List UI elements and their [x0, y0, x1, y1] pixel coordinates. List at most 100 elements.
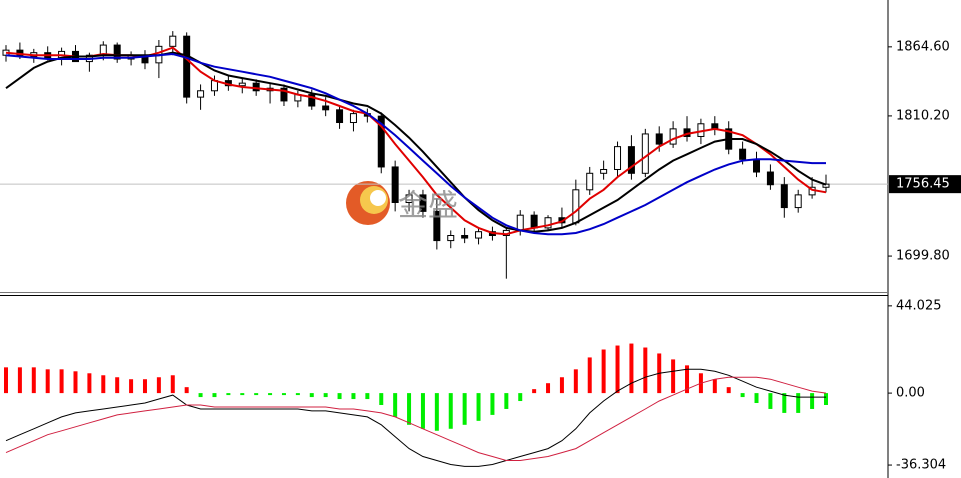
macd-bar — [59, 369, 64, 394]
watermark-text: 金盛 — [398, 189, 458, 224]
macd-bar — [532, 389, 537, 394]
candle-body — [544, 217, 552, 229]
macd-bar — [309, 393, 314, 398]
macd-bar — [156, 377, 161, 394]
macd-bar — [587, 357, 592, 394]
macd-bar — [4, 367, 8, 394]
macd-bar — [712, 379, 717, 394]
candle-body — [280, 87, 288, 102]
candle-body — [655, 133, 663, 145]
macd-bar — [754, 393, 759, 404]
macd-bar — [740, 393, 745, 398]
candle-body — [641, 133, 649, 174]
candle-body — [530, 214, 538, 229]
macd-bar — [31, 367, 36, 394]
macd-bar — [615, 345, 620, 394]
macd-bar — [268, 393, 273, 396]
candle-body — [794, 194, 802, 209]
macd-bar — [170, 375, 175, 394]
macd-bar — [254, 393, 259, 396]
candle-body — [238, 82, 246, 87]
candle-body — [336, 109, 344, 124]
macd-bar — [101, 375, 106, 394]
macd-bar — [726, 387, 731, 394]
candle-body — [461, 235, 469, 239]
candle-body — [475, 231, 483, 239]
candle-body — [586, 172, 594, 191]
macd-bar — [518, 393, 523, 402]
watermark-logo — [346, 181, 390, 225]
candle-body — [113, 44, 121, 60]
macd-bar — [796, 393, 801, 413]
macd-bar — [212, 393, 217, 398]
macd-bar — [142, 379, 147, 394]
macd-bar — [824, 393, 828, 405]
macd-bar — [573, 369, 578, 394]
last-price-label: 1756.45 — [896, 177, 950, 192]
macd-bar — [559, 377, 564, 394]
macd-bar — [379, 393, 384, 405]
candle-body — [516, 214, 524, 231]
macd-bar — [295, 393, 300, 396]
macd-bar — [629, 343, 634, 394]
candle-body — [322, 105, 330, 111]
macd-bar — [434, 393, 439, 431]
candle-body — [627, 146, 635, 174]
candle-body — [753, 158, 761, 173]
candle-body — [766, 171, 774, 186]
indicator-line — [5, 376, 827, 461]
candle-body — [391, 166, 399, 203]
macd-bar — [671, 359, 676, 394]
y-tick-label: 1864.60 — [896, 39, 950, 54]
candle-body — [780, 184, 788, 209]
macd-bar — [281, 393, 286, 396]
macd-bar — [87, 373, 92, 394]
candle-body — [183, 35, 191, 98]
macd-bar — [337, 393, 342, 400]
macd-bar — [476, 393, 481, 421]
candle-body — [669, 128, 677, 145]
candle-body — [405, 194, 413, 203]
macd-bar — [685, 365, 690, 394]
macd-bar — [448, 393, 453, 429]
macd-bar — [810, 393, 815, 409]
macd-bar — [198, 393, 203, 398]
macd-bar — [240, 393, 245, 396]
macd-bar — [226, 393, 231, 396]
macd-bar — [323, 393, 328, 398]
macd-bar — [462, 393, 467, 425]
macd-bar — [393, 393, 398, 417]
y-tick-label: 1810.20 — [896, 108, 950, 123]
macd-bar — [546, 383, 551, 394]
y-tick-label: 1699.80 — [896, 249, 950, 264]
macd-bar — [365, 393, 370, 400]
macd-bar — [504, 393, 509, 409]
macd-bar — [768, 393, 773, 409]
macd-bar — [782, 393, 787, 413]
candle-body — [349, 113, 357, 124]
candle-body — [572, 189, 580, 224]
candle-body — [169, 35, 177, 47]
y-tick-label: 44.025 — [896, 298, 942, 313]
macd-bar — [643, 347, 648, 394]
macd-bar — [17, 367, 22, 394]
candle-body — [377, 115, 385, 168]
y-tick-label: 0.00 — [896, 386, 925, 401]
macd-bar — [184, 387, 189, 394]
y-tick-label: -36.304 — [896, 458, 946, 473]
candle-body — [614, 146, 622, 170]
last-price-box — [889, 175, 961, 194]
macd-bar — [45, 369, 50, 394]
macd-bar — [129, 379, 134, 394]
indicator-line — [5, 51, 827, 233]
macd-bar — [351, 393, 356, 400]
macd-bar — [407, 393, 412, 425]
indicator-line — [5, 52, 826, 236]
candle-body — [739, 148, 747, 160]
candle-body — [433, 210, 441, 242]
macd-bar — [420, 393, 425, 429]
candle-body — [419, 194, 427, 212]
macd-bar — [601, 349, 606, 394]
macd-bar — [115, 377, 120, 394]
